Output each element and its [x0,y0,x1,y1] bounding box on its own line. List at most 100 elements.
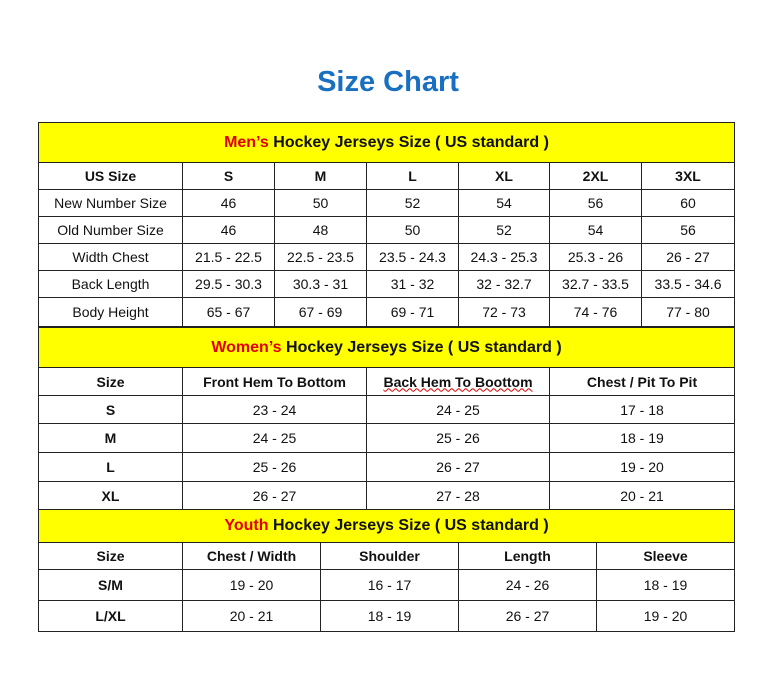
table-cell: 25 - 26 [182,452,367,482]
table-cell: 26 - 27 [640,243,736,271]
men-size-table: Men’s Hockey Jerseys Size ( US standard … [37,122,736,327]
table-cell: 25 - 26 [366,423,550,453]
table-row: Back Length 29.5 - 30.3 30.3 - 31 31 - 32 32… [38,270,736,298]
table-cell: 54 [458,189,550,217]
table-cell: 50 [366,216,459,244]
table-cell: 69 - 71 [366,297,459,327]
table-row: Old Number Size 46 48 50 52 54 56 [38,216,736,244]
column-header: Size [38,367,183,396]
table-cell: 46 [182,189,275,217]
table-cell: 77 - 80 [640,297,736,327]
heading-accent: Men’s [224,133,269,151]
table-cell: 56 [640,216,736,244]
row-label: L [38,452,183,482]
table-cell: 23 - 24 [182,395,367,424]
heading-text: Hockey Jerseys Size ( US standard ) [268,517,549,534]
table-cell: 30.3 - 31 [274,270,367,298]
table-cell: 20 - 21 [182,600,321,632]
table-row: Width Chest 21.5 - 22.5 22.5 - 23.5 23.5 - … [38,243,736,271]
column-header: Chest / Pit To Pit [548,367,736,396]
table-cell: 18 - 19 [320,600,459,632]
row-label: XL [38,481,183,511]
header-row: Size Chest / Width Shoulder Length Sleeve [38,542,736,570]
row-label: S/M [38,569,183,601]
table-cell: 18 - 19 [548,423,736,453]
table-cell: 19 - 20 [548,452,736,482]
table-cell: 18 - 19 [595,569,736,601]
table-cell: 72 - 73 [458,297,550,327]
column-header: Shoulder [320,542,459,570]
table-cell: 29.5 - 30.3 [182,270,275,298]
table-cell: 24 - 26 [458,569,597,601]
table-cell: 19 - 20 [595,600,736,632]
row-label: New Number Size [38,189,183,217]
men-section-heading: Men’s Hockey Jerseys Size ( US standard … [37,122,736,163]
youth-size-table: Youth Hockey Jerseys Size ( US standard … [37,509,736,632]
table-cell: 56 [549,189,642,217]
table-cell: 26 - 27 [458,600,597,632]
table-cell: 24 - 25 [182,423,367,453]
table-row: S/M 19 - 20 16 - 17 24 - 26 18 - 19 [38,569,736,601]
heading-accent: Women’s [211,338,282,356]
table-cell: 26 - 27 [182,481,367,511]
column-header: L [366,162,459,190]
table-cell: 32 - 32.7 [458,270,550,298]
column-header: XL [458,162,550,190]
column-header: US Size [38,162,183,190]
table-cell: 21.5 - 22.5 [182,243,275,271]
table-cell: 19 - 20 [182,569,321,601]
column-header: 3XL [640,162,736,190]
row-label: S [38,395,183,424]
table-cell: 74 - 76 [549,297,642,327]
table-cell: 54 [549,216,642,244]
table-cell: 25.3 - 26 [549,243,642,271]
table-cell: 65 - 67 [182,297,275,327]
row-label: Body Height [38,297,183,327]
table-cell: 46 [182,216,275,244]
table-row: Body Height 65 - 67 67 - 69 69 - 71 72 - 73 7… [38,297,736,327]
column-header: Sleeve [595,542,736,570]
header-row: US Size S M L XL 2XL 3XL [38,162,736,190]
column-header: Front Hem To Bottom [182,367,367,396]
table-cell: 23.5 - 24.3 [366,243,459,271]
column-header: Length [458,542,597,570]
youth-section-heading: Youth Hockey Jerseys Size ( US standard … [37,509,736,543]
table-cell: 26 - 27 [366,452,550,482]
row-label: Old Number Size [38,216,183,244]
heading-text: Hockey Jerseys Size ( US standard ) [281,338,562,356]
table-cell: 20 - 21 [548,481,736,511]
table-cell: 33.5 - 34.6 [640,270,736,298]
table-cell: 22.5 - 23.5 [274,243,367,271]
table-row: S 23 - 24 24 - 25 17 - 18 [38,395,736,424]
column-header-text: Back Hem To Boottom [383,373,533,390]
table-row: XL 26 - 27 27 - 28 20 - 21 [38,481,736,511]
row-label: Back Length [38,270,183,298]
women-size-table: Women’s Hockey Jerseys Size ( US standar… [37,327,736,511]
table-cell: 24.3 - 25.3 [458,243,550,271]
column-header: M [274,162,367,190]
table-cell: 50 [274,189,367,217]
column-header: Back Hem To Boottom [366,367,550,396]
row-label: Width Chest [38,243,183,271]
column-header: 2XL [549,162,642,190]
column-header: S [182,162,275,190]
table-cell: 48 [274,216,367,244]
table-cell: 17 - 18 [548,395,736,424]
table-cell: 16 - 17 [320,569,459,601]
row-label: M [38,423,183,453]
table-cell: 67 - 69 [274,297,367,327]
column-header: Chest / Width [182,542,321,570]
table-row: L 25 - 26 26 - 27 19 - 20 [38,452,736,482]
table-row: L/XL 20 - 21 18 - 19 26 - 27 19 - 20 [38,600,736,632]
row-label: L/XL [38,600,183,632]
table-cell: 27 - 28 [366,481,550,511]
column-header: Size [38,542,183,570]
heading-accent: Youth [224,517,269,534]
page-title: Size Chart [317,66,459,98]
table-cell: 52 [458,216,550,244]
table-cell: 32.7 - 33.5 [549,270,642,298]
table-cell: 52 [366,189,459,217]
header-row: Size Front Hem To Bottom Back Hem To Boott… [38,367,736,396]
table-row: M 24 - 25 25 - 26 18 - 19 [38,423,736,453]
women-section-heading: Women’s Hockey Jerseys Size ( US standar… [37,327,736,368]
